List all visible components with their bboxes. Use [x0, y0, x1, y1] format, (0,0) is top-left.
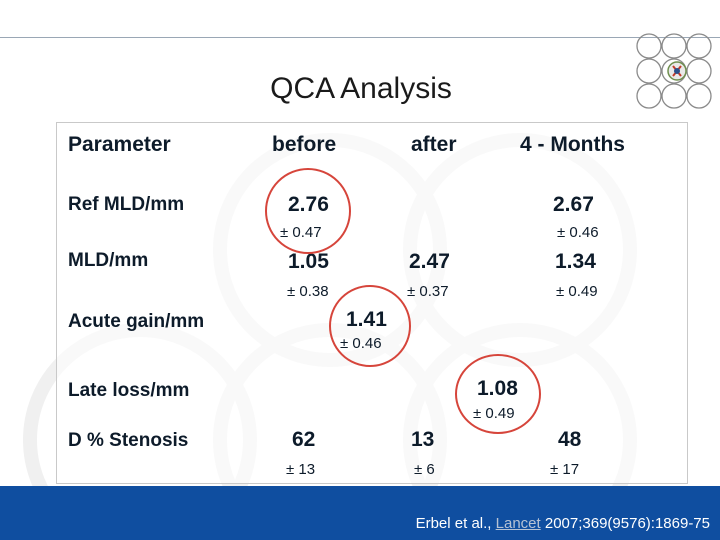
- slide-title: QCA Analysis: [270, 72, 452, 105]
- mld-after-sd: ± 0.37: [407, 283, 449, 300]
- row-label-late-loss: Late loss/mm: [68, 380, 190, 401]
- highlight-ring-late-loss: [455, 354, 541, 434]
- stenosis-after: 13: [411, 428, 435, 451]
- header-parameter: Parameter: [68, 133, 171, 156]
- circles-logo-icon: [636, 33, 712, 109]
- mld-before: 1.05: [288, 250, 329, 273]
- header-after: after: [411, 133, 457, 156]
- highlight-ring-acute-gain: [329, 285, 411, 367]
- mld-after: 2.47: [409, 250, 450, 273]
- mld-4months: 1.34: [555, 250, 596, 273]
- citation-journal-link[interactable]: Lancet: [495, 515, 541, 532]
- stenosis-before: 62: [292, 428, 316, 451]
- stenosis-4months-sd: ± 17: [550, 461, 580, 478]
- header-before: before: [272, 133, 337, 156]
- row-label-mld: MLD/mm: [68, 250, 149, 271]
- citation: Erbel et al., Lancet 2007;369(9576):1869…: [415, 515, 710, 532]
- row-label-acute-gain: Acute gain/mm: [68, 311, 205, 332]
- stenosis-4months: 48: [558, 428, 582, 451]
- header-divider: [0, 37, 720, 38]
- mld-before-sd: ± 0.38: [287, 283, 329, 300]
- footer-bar: [0, 486, 720, 540]
- highlight-ring-before: [265, 168, 351, 254]
- header-4-months: 4 - Months: [520, 133, 625, 156]
- stenosis-after-sd: ± 6: [414, 461, 435, 478]
- ref-mld-4months-sd: ± 0.46: [557, 224, 599, 241]
- row-label-stenosis: D % Stenosis: [68, 430, 189, 451]
- stenosis-before-sd: ± 13: [286, 461, 316, 478]
- mld-4months-sd: ± 0.49: [556, 283, 598, 300]
- ref-mld-4months: 2.67: [553, 193, 594, 216]
- row-label-ref-mld: Ref MLD/mm: [68, 194, 185, 215]
